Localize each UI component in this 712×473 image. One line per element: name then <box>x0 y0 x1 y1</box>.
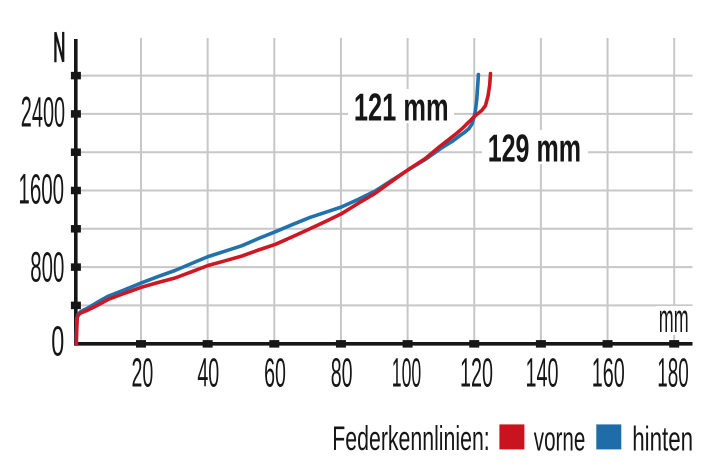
svg-text:1600: 1600 <box>18 166 64 213</box>
svg-text:0: 0 <box>51 319 64 366</box>
svg-text:20: 20 <box>132 350 154 396</box>
svg-text:180: 180 <box>657 350 689 396</box>
svg-text:40: 40 <box>197 350 219 396</box>
svg-text:140: 140 <box>526 350 559 396</box>
svg-text:2400: 2400 <box>21 90 65 137</box>
svg-text:120: 120 <box>460 350 493 396</box>
svg-text:100: 100 <box>392 350 422 396</box>
svg-text:mm: mm <box>659 297 689 341</box>
svg-text:160: 160 <box>592 350 625 396</box>
svg-text:121 mm: 121 mm <box>354 86 449 129</box>
svg-text:800: 800 <box>30 245 64 292</box>
svg-text:60: 60 <box>264 350 286 396</box>
svg-text:hinten: hinten <box>632 421 693 459</box>
svg-text:vorne: vorne <box>534 421 586 459</box>
svg-text:Federkennlinien:: Federkennlinien: <box>332 420 489 458</box>
svg-text:129 mm: 129 mm <box>488 128 581 171</box>
svg-text:80: 80 <box>331 350 353 396</box>
